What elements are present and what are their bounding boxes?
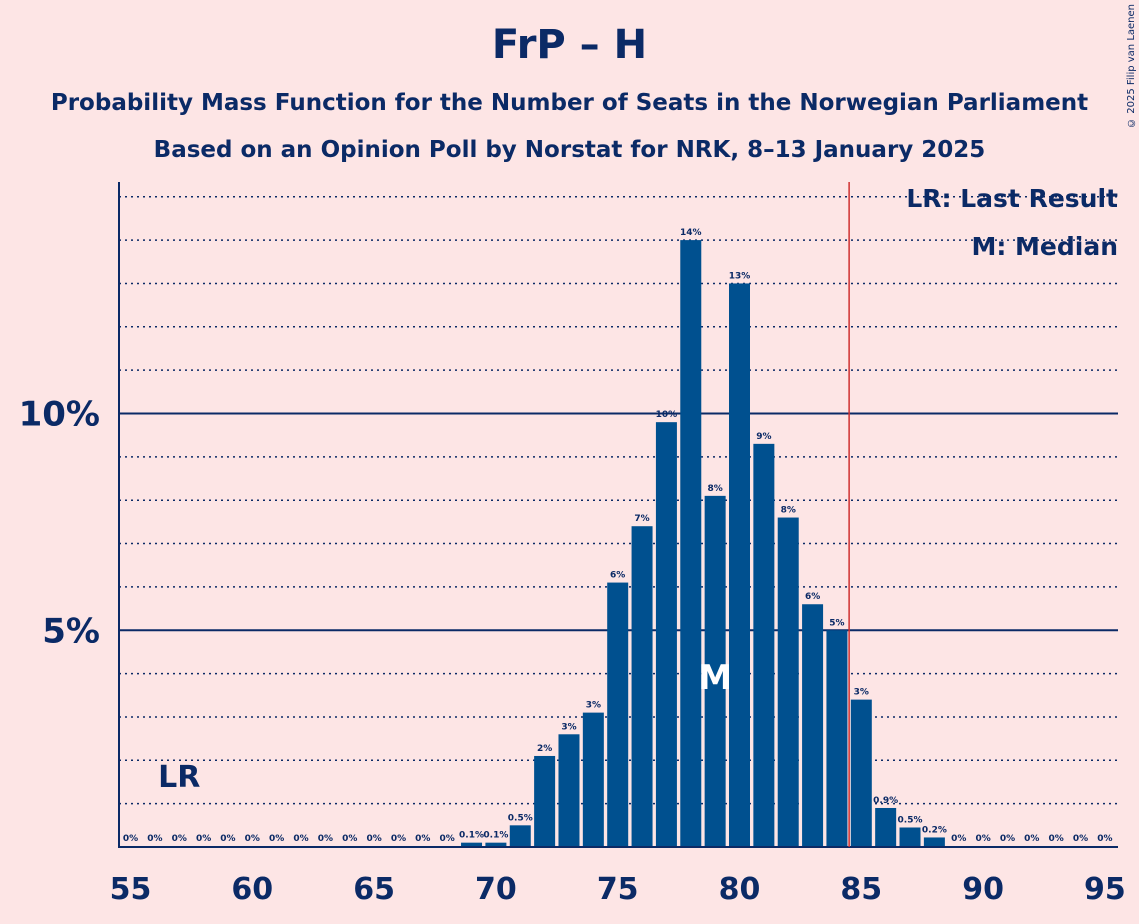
last-result-marker: LR <box>158 760 200 795</box>
data-label: 5% <box>829 618 844 628</box>
data-label: 0% <box>318 834 333 844</box>
x-tick-label: 75 <box>597 872 639 907</box>
data-label: 0% <box>147 834 162 844</box>
bar <box>875 807 897 847</box>
x-tick-label: 65 <box>353 872 395 907</box>
data-label: 13% <box>729 271 751 281</box>
bar <box>729 283 750 847</box>
data-label: 14% <box>680 228 702 238</box>
legend-median: M: Median <box>971 232 1118 261</box>
bar <box>631 526 653 847</box>
bar <box>558 734 580 847</box>
x-tick-label: 90 <box>962 872 1004 907</box>
x-tick-label: 60 <box>231 872 273 907</box>
data-label: 0% <box>1073 834 1088 844</box>
data-label: 0% <box>220 834 235 844</box>
x-tick-label: 80 <box>719 872 761 907</box>
data-label: 8% <box>707 484 722 494</box>
data-label: 3% <box>561 722 576 732</box>
x-tick-label: 70 <box>475 872 517 907</box>
bar <box>582 712 604 847</box>
data-label: 0% <box>391 834 406 844</box>
bar <box>802 604 824 847</box>
x-tick-label: 55 <box>110 872 152 907</box>
bar <box>607 582 629 847</box>
chart-title: FrP – H <box>491 22 648 68</box>
data-label: 0% <box>1024 834 1039 844</box>
data-label: 0.1% <box>459 831 484 841</box>
bar <box>923 837 945 847</box>
bar <box>704 495 726 847</box>
data-label: 0.1% <box>483 831 508 841</box>
data-label: 3% <box>586 701 601 711</box>
bar <box>534 755 556 847</box>
data-label: 0% <box>293 834 308 844</box>
data-label: 10% <box>656 410 678 420</box>
bar <box>485 842 507 847</box>
data-label: 0% <box>123 834 138 844</box>
data-label: 8% <box>781 506 796 516</box>
bar <box>655 422 677 847</box>
data-label: 0% <box>1097 834 1112 844</box>
data-label: 0% <box>415 834 430 844</box>
bar <box>509 825 531 847</box>
bar <box>899 827 921 847</box>
bar <box>850 699 872 847</box>
data-label: 0% <box>951 834 966 844</box>
bar <box>461 842 483 847</box>
data-label: 0% <box>975 834 990 844</box>
x-tick-label: 95 <box>1084 872 1126 907</box>
data-label: 3% <box>854 688 869 698</box>
data-label: 0.2% <box>922 825 947 835</box>
y-tick-label: 10% <box>19 395 100 435</box>
data-label: 0% <box>269 834 284 844</box>
data-label: 0% <box>196 834 211 844</box>
bar <box>826 630 848 847</box>
data-label: 0.9% <box>873 796 898 806</box>
bar <box>753 443 775 847</box>
data-label: 9% <box>756 432 771 442</box>
chart-subtitle-1: Probability Mass Function for the Number… <box>50 90 1089 116</box>
data-label: 0% <box>245 834 260 844</box>
data-label: 0.5% <box>898 815 923 825</box>
data-label: 0% <box>1049 834 1064 844</box>
data-label: 0% <box>1000 834 1015 844</box>
data-label: 2% <box>537 744 552 754</box>
y-tick-label: 5% <box>42 611 100 651</box>
median-marker: M <box>698 658 732 698</box>
data-label: 0% <box>366 834 381 844</box>
chart-subtitle-2: Based on an Opinion Poll by Norstat for … <box>153 137 986 163</box>
bar <box>680 240 702 848</box>
data-label: 0% <box>440 834 455 844</box>
data-label: 6% <box>610 571 625 581</box>
data-label: 6% <box>805 592 820 602</box>
data-label: 0% <box>342 834 357 844</box>
x-tick-label: 85 <box>840 872 882 907</box>
data-label: 0.5% <box>508 813 533 823</box>
bar <box>777 517 799 847</box>
data-label: 7% <box>634 514 649 524</box>
data-label: 0% <box>172 834 187 844</box>
legend-last-result: LR: Last Result <box>906 184 1118 213</box>
